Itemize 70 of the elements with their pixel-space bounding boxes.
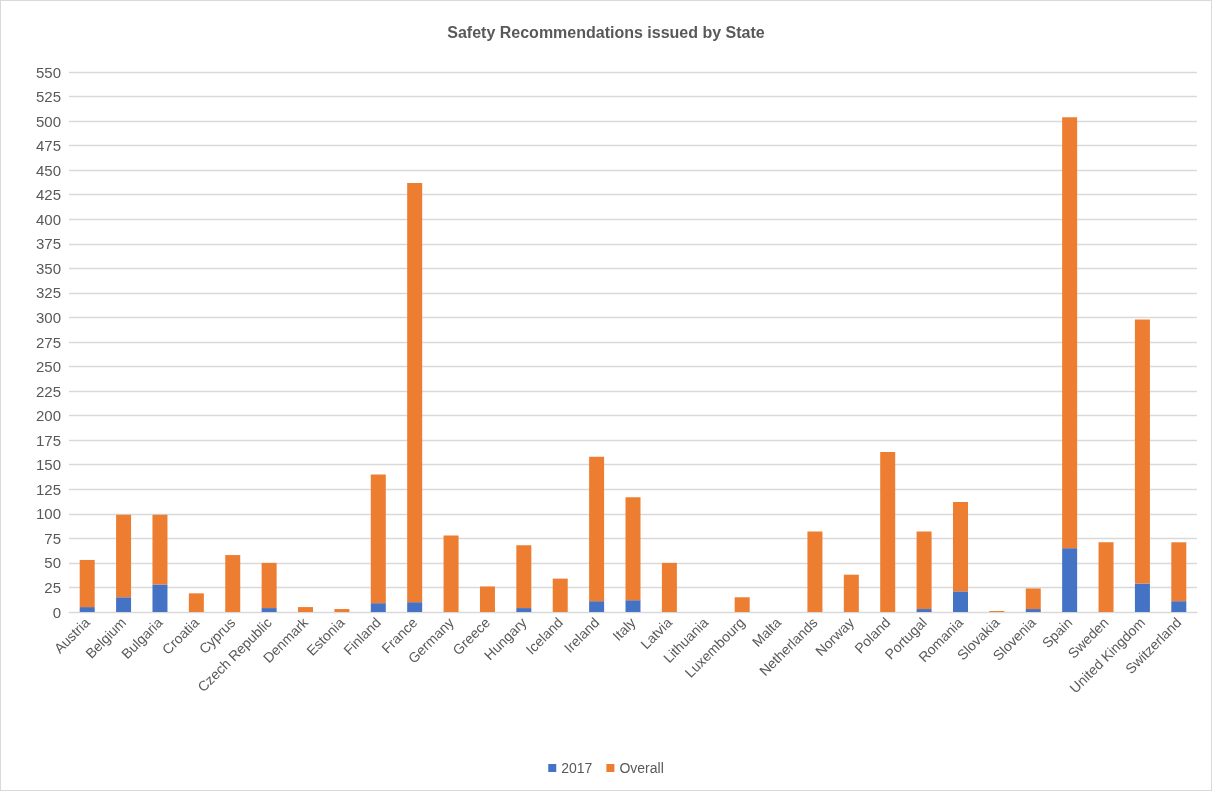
- bar: [843, 574, 859, 612]
- bar: [116, 597, 132, 612]
- bar: [589, 601, 605, 612]
- y-tick-label: 425: [35, 186, 61, 204]
- bar: [116, 514, 132, 598]
- y-tick-label: 350: [35, 259, 61, 277]
- bar: [625, 497, 641, 601]
- y-tick-label: 0: [52, 603, 61, 621]
- bar: [952, 502, 968, 592]
- bar: [1134, 319, 1150, 584]
- y-tick-label: 400: [35, 210, 61, 228]
- y-tick-label: 75: [44, 529, 61, 547]
- y-tick-label: 375: [35, 235, 61, 253]
- bar: [152, 584, 168, 612]
- y-tick-label: 175: [35, 431, 61, 449]
- y-tick-label: 225: [35, 382, 61, 400]
- y-tick-label: 525: [35, 88, 61, 106]
- bar: [407, 182, 423, 603]
- bar: [880, 451, 896, 612]
- bar: [516, 608, 532, 612]
- bar: [1025, 609, 1041, 612]
- bar: [916, 531, 932, 610]
- y-tick-label: 50: [44, 554, 61, 572]
- bar: [1025, 588, 1041, 610]
- bar: [1098, 542, 1114, 612]
- bar: [370, 603, 386, 612]
- y-tick-label: 550: [35, 63, 61, 81]
- bar: [589, 456, 605, 602]
- chart-title: Safety Recommendations issued by State: [447, 23, 765, 41]
- bar: [661, 562, 677, 612]
- bar: [1134, 583, 1150, 612]
- bar: [807, 531, 823, 612]
- y-tick-label: 450: [35, 161, 61, 179]
- y-tick-label: 275: [35, 333, 61, 351]
- bar: [370, 474, 386, 604]
- x-tick-label: Italy: [609, 614, 639, 644]
- bar: [188, 593, 204, 612]
- bar: [79, 607, 95, 612]
- legend-label: 2017: [561, 760, 593, 776]
- bar: [734, 597, 750, 612]
- bar: [225, 555, 241, 612]
- bar: [407, 602, 423, 612]
- bar: [552, 578, 568, 612]
- bar: [516, 545, 532, 609]
- bar: [625, 600, 641, 612]
- bar: [916, 609, 932, 612]
- bar: [1062, 548, 1078, 612]
- bar: [261, 562, 277, 609]
- bar: [1062, 117, 1078, 549]
- y-tick-label: 200: [35, 407, 61, 425]
- y-tick-label: 250: [35, 358, 61, 376]
- y-tick-label: 325: [35, 284, 61, 302]
- y-tick-label: 25: [44, 578, 61, 596]
- bar: [1171, 542, 1187, 602]
- bar: [479, 586, 495, 612]
- y-tick-label: 475: [35, 137, 61, 155]
- bar: [1171, 601, 1187, 612]
- bar: [152, 514, 168, 585]
- bar: [79, 559, 95, 608]
- bar: [334, 609, 350, 612]
- y-tick-label: 150: [35, 456, 61, 474]
- legend-label: Overall: [619, 760, 664, 776]
- bar: [261, 608, 277, 612]
- bar: [298, 607, 314, 612]
- y-tick-label: 100: [35, 505, 61, 523]
- bar: [443, 535, 459, 612]
- y-tick-label: 125: [35, 480, 61, 498]
- y-tick-label: 500: [35, 112, 61, 130]
- y-tick-label: 300: [35, 308, 61, 326]
- bar: [952, 591, 968, 612]
